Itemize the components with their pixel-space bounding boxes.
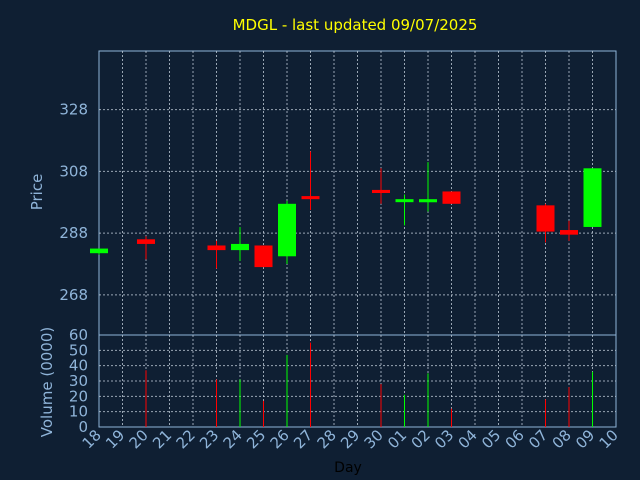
price-axis-label: Price: [28, 174, 46, 211]
day-tick-label: 05: [478, 426, 504, 452]
volume-tick-label: 50: [69, 341, 88, 359]
day-tick-label: 21: [149, 426, 175, 452]
candle-body: [372, 189, 390, 193]
volume-tick-label: 0: [78, 418, 88, 436]
price-tick-label: 288: [59, 224, 88, 242]
day-tick-label: 03: [431, 426, 457, 452]
candle-body: [254, 245, 273, 268]
price-tick-labels: 268 288 308 328: [59, 101, 88, 304]
day-tick-label: 01: [384, 426, 410, 452]
day-tick-label: 20: [126, 426, 152, 452]
day-axis-label: Day: [334, 460, 362, 476]
day-tick-label: 24: [220, 426, 246, 452]
day-tick-label: 29: [337, 426, 363, 452]
day-tick-label: 06: [502, 426, 528, 452]
day-tick-label: 27: [290, 426, 316, 452]
day-tick-label: 04: [455, 426, 481, 452]
volume-tick-label: 40: [69, 357, 88, 375]
candle-body: [395, 199, 414, 203]
chart-title: MDGL - last updated 09/07/2025: [233, 16, 478, 34]
candle-body: [90, 248, 108, 254]
day-tick-label: 19: [102, 426, 128, 452]
candles: [90, 151, 602, 269]
price-tick-label: 308: [59, 162, 88, 180]
candle-body: [278, 203, 296, 257]
day-tick-label: 30: [361, 426, 387, 452]
volume-grid: [99, 335, 616, 427]
price-tick-label: 268: [59, 286, 88, 304]
price-tick-label: 328: [59, 101, 88, 119]
candle-body: [583, 168, 602, 227]
day-tick-label: 02: [408, 426, 434, 452]
candle-body: [301, 196, 320, 200]
candle-body: [536, 205, 555, 232]
day-tick-label: 26: [267, 426, 293, 452]
day-tick-label: 09: [572, 426, 598, 452]
volume-tick-label: 30: [69, 372, 88, 390]
price-grid: [99, 51, 616, 335]
candle-body: [137, 239, 155, 244]
day-tick-label: 08: [549, 426, 575, 452]
candle-body: [560, 230, 578, 235]
day-tick-label: 07: [525, 426, 551, 452]
day-tick-label: 28: [314, 426, 340, 452]
candle-body: [207, 245, 226, 251]
day-tick-label: 23: [196, 426, 222, 452]
volume-tick-label: 20: [69, 387, 88, 405]
candle-body: [419, 199, 437, 203]
volume-tick-label: 10: [69, 403, 88, 421]
day-tick-label: 25: [243, 426, 269, 452]
candle-body: [442, 191, 461, 204]
volume-tick-label: 60: [69, 326, 88, 344]
volume-bars: [145, 342, 593, 427]
volume-axis-label: Volume (0000): [38, 327, 56, 437]
day-tick-label: 10: [596, 426, 622, 452]
day-tick-label: 22: [173, 426, 199, 452]
day-tick-labels: 1819202122232425262728293001020304050607…: [79, 426, 622, 452]
candle-body: [231, 243, 249, 251]
